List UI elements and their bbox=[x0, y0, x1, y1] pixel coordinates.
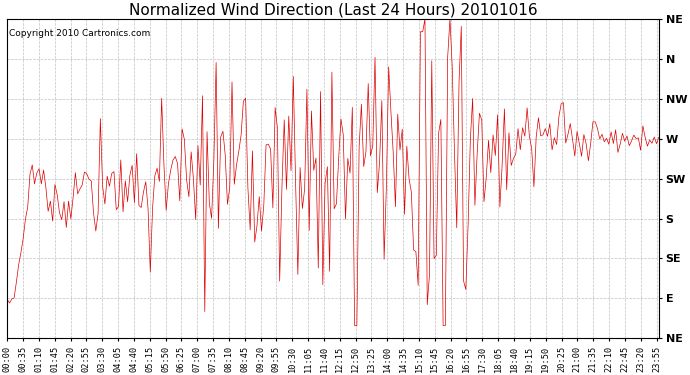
Title: Normalized Wind Direction (Last 24 Hours) 20101016: Normalized Wind Direction (Last 24 Hours… bbox=[129, 3, 538, 18]
Text: Copyright 2010 Cartronics.com: Copyright 2010 Cartronics.com bbox=[9, 28, 150, 38]
